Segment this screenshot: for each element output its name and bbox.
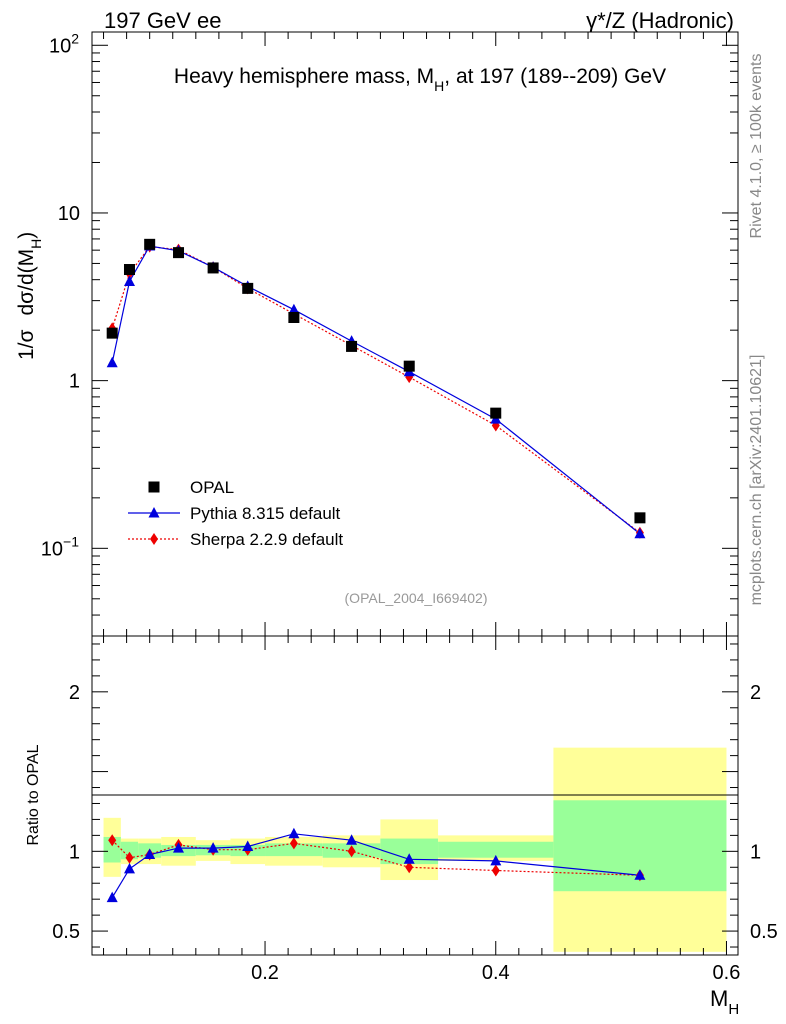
y-tick-label: 102	[49, 30, 79, 57]
legend-label: Sherpa 2.2.9 default	[190, 530, 343, 549]
data-point-square	[207, 262, 219, 274]
y-tick-label: 10	[58, 203, 80, 225]
ratio-plot-frame	[91, 635, 739, 956]
x-axis-label: MH	[710, 986, 739, 1018]
ratio-point-diamond	[289, 837, 298, 850]
ratio-stat-band	[438, 841, 554, 858]
ratio-point-triangle	[634, 869, 646, 880]
ratio-point-triangle	[242, 840, 254, 851]
data-point-square	[106, 327, 118, 339]
legend-marker-triangle	[148, 507, 160, 518]
y-tick-label: 1	[69, 371, 80, 393]
ratio-point-triangle	[144, 848, 156, 859]
ratio-point-diamond	[347, 845, 356, 858]
data-point-triangle	[634, 527, 646, 539]
ratio-point-diamond	[405, 861, 414, 874]
analysis-id-label: (OPAL_2004_I669402)	[345, 590, 488, 606]
data-point-square	[403, 360, 415, 372]
ratio-y-tick-label-right: 1	[750, 841, 761, 863]
legend-marker-diamond	[150, 533, 158, 545]
ratio-point-diamond	[491, 864, 500, 877]
data-point-triangle	[124, 275, 135, 286]
data-point-square	[173, 247, 185, 259]
ratio-y-tick-label-right: 0.5	[750, 921, 778, 943]
ratio-point-triangle	[207, 842, 219, 853]
ratio-series	[106, 827, 646, 903]
ratio-stat-band	[120, 841, 139, 860]
axis-ticks	[92, 32, 738, 955]
main-plot-frame	[91, 31, 739, 637]
data-point-square	[634, 512, 646, 524]
data-point-square	[123, 264, 135, 276]
x-tick-label: 0.6	[713, 962, 741, 984]
data-point-square	[288, 311, 300, 323]
rivet-version-label: Rivet 4.1.0, ≥ 100k events	[748, 54, 765, 239]
ratio-stat-band	[265, 843, 323, 857]
x-tick-label: 0.4	[482, 962, 510, 984]
header-left-label: 197 GeV ee	[104, 8, 221, 33]
ratio-point-triangle	[173, 842, 184, 853]
ratio-y-tick-label: 1	[69, 841, 80, 863]
legend-label: Pythia 8.315 default	[190, 504, 341, 523]
ratio-point-triangle	[106, 891, 118, 903]
y-tick-label: 10−1	[41, 533, 79, 560]
ratio-y-axis-label: Ratio to OPAL	[25, 744, 42, 845]
ratio-y-tick-label-right: 2	[750, 682, 761, 704]
data-point-triangle	[106, 356, 118, 368]
ratio-point-triangle	[346, 834, 358, 845]
ratio-stat-band	[103, 836, 121, 863]
ratio-point-triangle	[403, 853, 415, 864]
ratio-y-tick-label: 2	[69, 682, 80, 704]
data-point-square	[242, 282, 254, 294]
ratio-y-tick-label: 0.5	[52, 921, 80, 943]
svg-text:1/σdσ/d(MH): 1/σdσ/d(MH)	[15, 232, 44, 360]
x-tick-label: 0.2	[251, 962, 279, 984]
header-right-label: γ*/Z (Hadronic)	[586, 8, 734, 33]
ratio-uncertainty-bands	[103, 747, 727, 952]
ratio-point-triangle	[124, 862, 135, 874]
data-point-square	[346, 340, 358, 352]
legend: OPAL Pythia 8.315 default Sherpa 2.2.9 def…	[128, 478, 343, 549]
data-point-square	[144, 238, 156, 250]
legend-label: OPAL	[190, 478, 234, 497]
plot-title: Heavy hemisphere mass, MH, at 197 (189--…	[174, 65, 666, 94]
ratio-point-triangle	[288, 827, 300, 839]
main-series	[106, 238, 646, 539]
mcplots-citation-label: mcplots.cern.ch [arXiv:2401.10621]	[748, 355, 765, 606]
series-line-2	[111, 245, 641, 534]
data-point-triangle	[288, 303, 300, 315]
data-point-square	[490, 407, 502, 419]
legend-marker-square	[148, 481, 160, 493]
ratio-point-triangle	[490, 854, 502, 866]
main-y-axis-label: 1/σdσ/d(MH)	[15, 232, 44, 360]
ratio-point-diamond	[108, 834, 117, 847]
ratio-point-diamond	[125, 851, 134, 864]
axis-tick-labels: 0.2 0.4 0.6 102 10 1 10−1 2 2 1 1 0.5 0.5	[41, 30, 778, 984]
